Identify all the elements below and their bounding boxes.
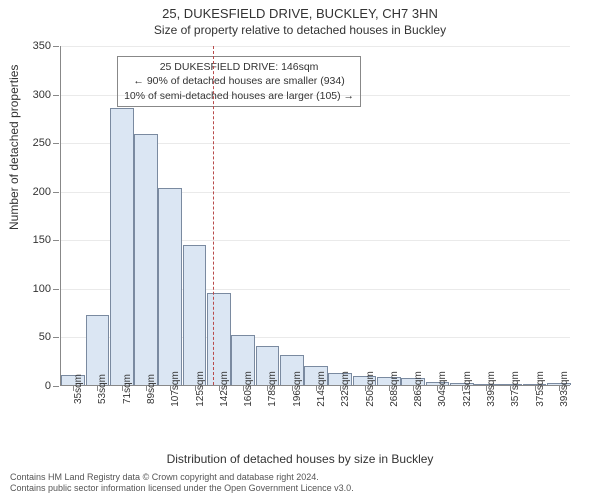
x-tick-label: 160sqm [243, 371, 254, 407]
x-tick-label: 35sqm [73, 374, 84, 404]
x-tick-label: 107sqm [170, 371, 181, 407]
annotation-line: 25 DUKESFIELD DRIVE: 146sqm [124, 60, 354, 74]
title-main: 25, DUKESFIELD DRIVE, BUCKLEY, CH7 3HN [0, 6, 600, 21]
y-tick-label: 300 [33, 89, 61, 101]
x-tick-label: 304sqm [437, 371, 448, 407]
histogram-bar [134, 134, 158, 385]
x-tick-label: 214sqm [316, 371, 327, 407]
annotation-line: 10% of semi-detached houses are larger (… [124, 89, 354, 103]
x-tick-label: 268sqm [389, 371, 400, 407]
footer-line: Contains HM Land Registry data © Crown c… [10, 472, 354, 483]
chart-titles: 25, DUKESFIELD DRIVE, BUCKLEY, CH7 3HN S… [0, 0, 600, 37]
x-tick-label: 250sqm [365, 371, 376, 407]
y-tick-label: 350 [33, 40, 61, 52]
x-tick-label: 53sqm [97, 374, 108, 404]
annotation-box: 25 DUKESFIELD DRIVE: 146sqm ← 90% of det… [117, 56, 361, 107]
y-axis-title: Number of detached properties [7, 65, 21, 230]
y-tick-label: 250 [33, 137, 61, 149]
plot-area: 25 DUKESFIELD DRIVE: 146sqm ← 90% of det… [60, 46, 570, 386]
annotation-line: ← 90% of detached houses are smaller (93… [124, 74, 354, 88]
marker-line [213, 46, 214, 385]
histogram-bar [110, 108, 134, 385]
y-tick-label: 0 [45, 380, 61, 392]
gridline [61, 95, 570, 96]
y-tick-label: 200 [33, 186, 61, 198]
footer-line: Contains public sector information licen… [10, 483, 354, 494]
title-sub: Size of property relative to detached ho… [0, 23, 600, 37]
x-tick-label: 89sqm [146, 374, 157, 404]
y-tick-label: 50 [39, 331, 61, 343]
x-tick-label: 286sqm [413, 371, 424, 407]
x-tick-label: 321sqm [462, 371, 473, 407]
x-axis-title: Distribution of detached houses by size … [0, 452, 600, 466]
x-tick-label: 357sqm [510, 371, 521, 407]
x-tick-label: 142sqm [219, 371, 230, 407]
x-tick-label: 393sqm [559, 371, 570, 407]
footer: Contains HM Land Registry data © Crown c… [10, 472, 354, 495]
gridline [61, 46, 570, 47]
chart: 25 DUKESFIELD DRIVE: 146sqm ← 90% of det… [60, 46, 570, 416]
x-tick-label: 125sqm [195, 371, 206, 407]
x-tick-label: 232sqm [340, 371, 351, 407]
y-tick-label: 100 [33, 283, 61, 295]
histogram-bar [183, 245, 207, 385]
x-tick-label: 375sqm [535, 371, 546, 407]
y-tick-label: 150 [33, 234, 61, 246]
x-tick-label: 196sqm [292, 371, 303, 407]
x-tick-label: 178sqm [267, 371, 278, 407]
histogram-bar [158, 188, 182, 385]
x-tick-label: 339sqm [486, 371, 497, 407]
x-tick-label: 71sqm [122, 374, 133, 404]
